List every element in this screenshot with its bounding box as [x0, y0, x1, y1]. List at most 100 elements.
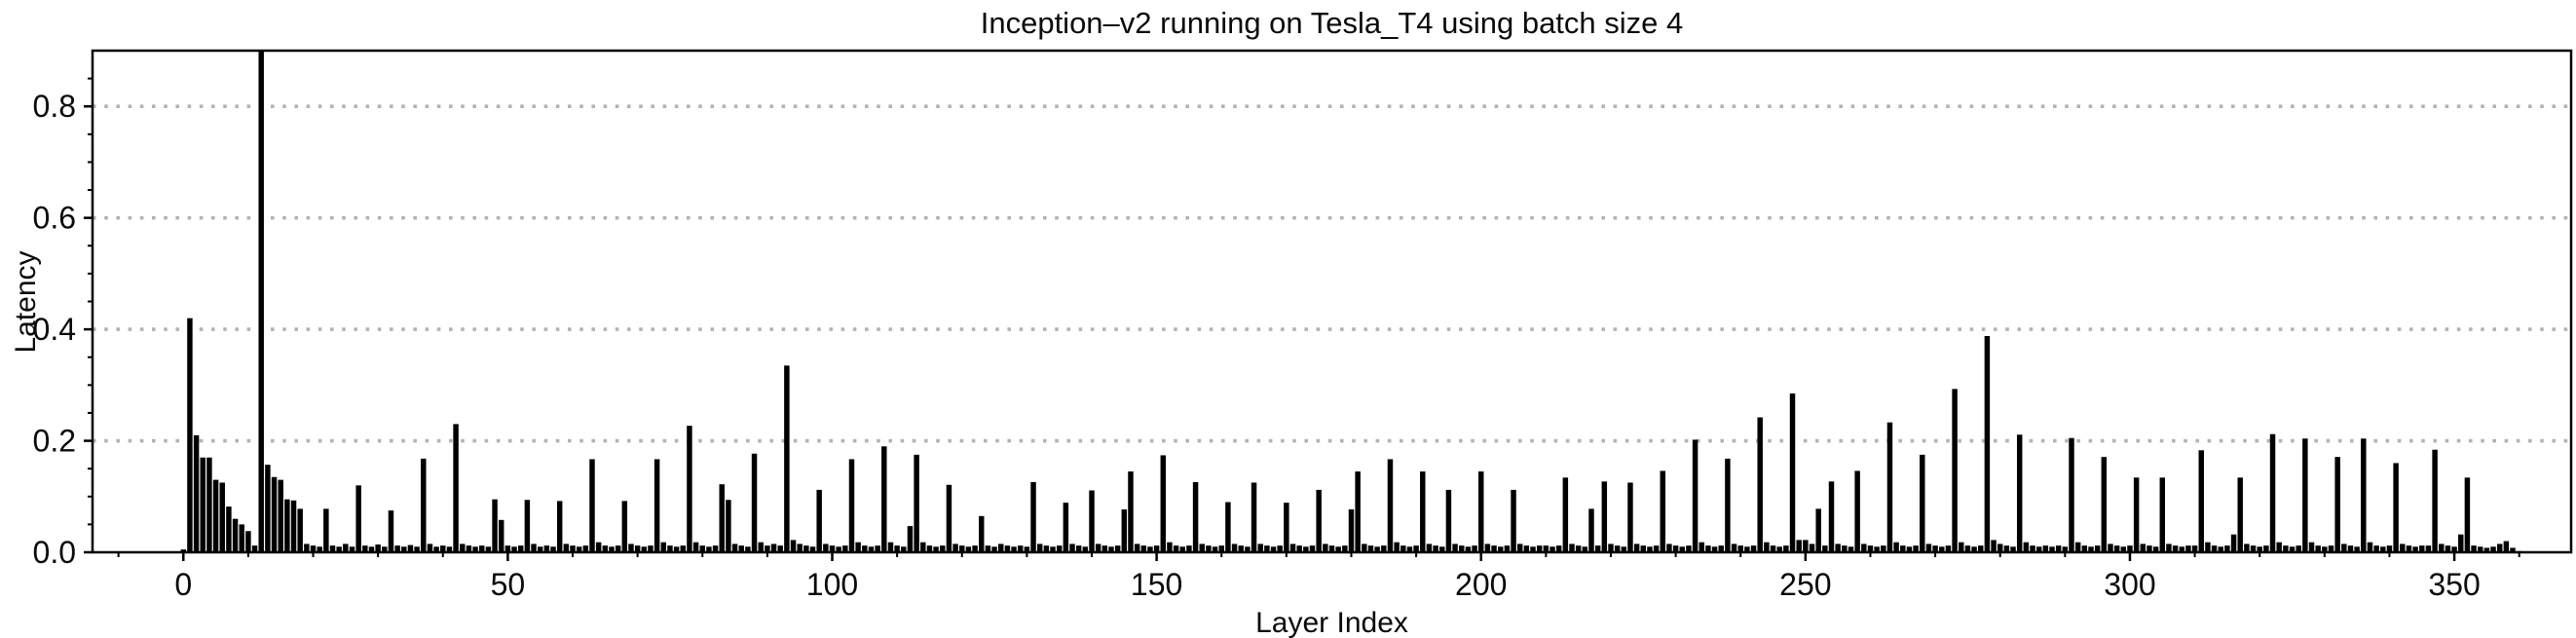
bar	[1362, 544, 1367, 552]
y-tick-label: 0.4	[33, 312, 76, 347]
bar	[219, 482, 225, 552]
bar	[901, 546, 907, 552]
bar	[823, 544, 829, 552]
bar	[1523, 545, 1530, 552]
bar	[946, 484, 952, 552]
bar	[1725, 458, 1731, 552]
bar	[1549, 546, 1555, 552]
bar	[2081, 545, 2088, 552]
bar	[407, 544, 414, 552]
bar	[2283, 545, 2289, 552]
bar	[2354, 546, 2360, 552]
bar	[868, 546, 875, 552]
bar	[914, 454, 919, 552]
bar	[1212, 546, 1218, 552]
bar	[1770, 545, 1776, 552]
bar	[621, 501, 628, 552]
bar	[2347, 545, 2354, 552]
bar	[1277, 545, 1283, 552]
bar	[790, 540, 797, 552]
bar	[1997, 544, 2003, 552]
bar	[1063, 503, 1069, 552]
bar	[797, 544, 803, 552]
bar	[2159, 477, 2166, 552]
bar	[1114, 545, 1121, 552]
bar	[1335, 546, 1341, 552]
bar	[1484, 544, 1491, 552]
bar	[1828, 481, 1835, 552]
bar	[1920, 454, 1925, 552]
bar	[1459, 545, 1465, 552]
bar	[1167, 542, 1173, 552]
bar	[959, 545, 965, 552]
bar	[362, 545, 368, 552]
bar	[1128, 471, 1134, 552]
y-tick-label: 0.2	[33, 424, 76, 459]
bar	[1289, 544, 1296, 552]
bar	[777, 545, 783, 552]
bar	[2477, 546, 2483, 552]
bar	[952, 544, 958, 552]
bar	[2302, 438, 2308, 552]
bar	[2133, 477, 2140, 552]
bar	[2471, 545, 2477, 552]
bar	[1433, 545, 1438, 552]
bar	[1848, 546, 1854, 552]
bar	[1893, 542, 1899, 552]
bar	[765, 545, 770, 552]
bar	[2289, 546, 2296, 552]
bar	[1640, 545, 1647, 552]
bar	[2218, 546, 2223, 552]
bar	[1679, 546, 1685, 552]
bar	[641, 546, 648, 552]
bar	[965, 546, 972, 552]
bar	[382, 546, 388, 552]
bar	[1555, 545, 1562, 552]
bar	[1445, 489, 1452, 552]
bar	[1108, 546, 1114, 552]
bar	[2049, 546, 2055, 552]
bar	[875, 545, 880, 552]
bar	[816, 489, 822, 552]
bar	[770, 544, 777, 552]
bar	[1796, 540, 1802, 552]
bar	[1406, 546, 1413, 552]
bar	[1225, 502, 1231, 552]
bar	[2503, 541, 2510, 552]
bar	[1387, 459, 1394, 552]
bar	[2483, 547, 2490, 552]
bar	[1809, 544, 1815, 552]
bar	[1835, 544, 1841, 552]
bar	[2334, 457, 2340, 552]
bar	[460, 544, 466, 552]
bar	[940, 545, 946, 552]
bar	[278, 479, 283, 552]
bar	[329, 545, 336, 552]
bar	[1906, 546, 1913, 552]
bar	[1179, 546, 1185, 552]
bar	[726, 500, 731, 552]
x-tick-label: 200	[1455, 567, 1507, 602]
bar	[2185, 545, 2191, 552]
bar	[2016, 434, 2023, 552]
bar	[1323, 544, 1328, 552]
bar	[1050, 546, 1056, 552]
bar	[1355, 471, 1361, 552]
bar	[699, 545, 705, 552]
plot-frame	[91, 49, 2573, 554]
bar	[615, 545, 621, 552]
bar	[2373, 545, 2379, 552]
bar	[985, 545, 991, 552]
bar	[498, 519, 504, 552]
bar	[1959, 542, 1964, 552]
bar	[1718, 545, 1724, 552]
bar	[2257, 546, 2262, 552]
bar	[1134, 544, 1140, 552]
bar	[2439, 544, 2445, 552]
bar	[232, 518, 239, 552]
bar	[2230, 534, 2237, 552]
bar	[2205, 542, 2211, 552]
bar	[421, 458, 427, 552]
bar	[2088, 546, 2094, 552]
